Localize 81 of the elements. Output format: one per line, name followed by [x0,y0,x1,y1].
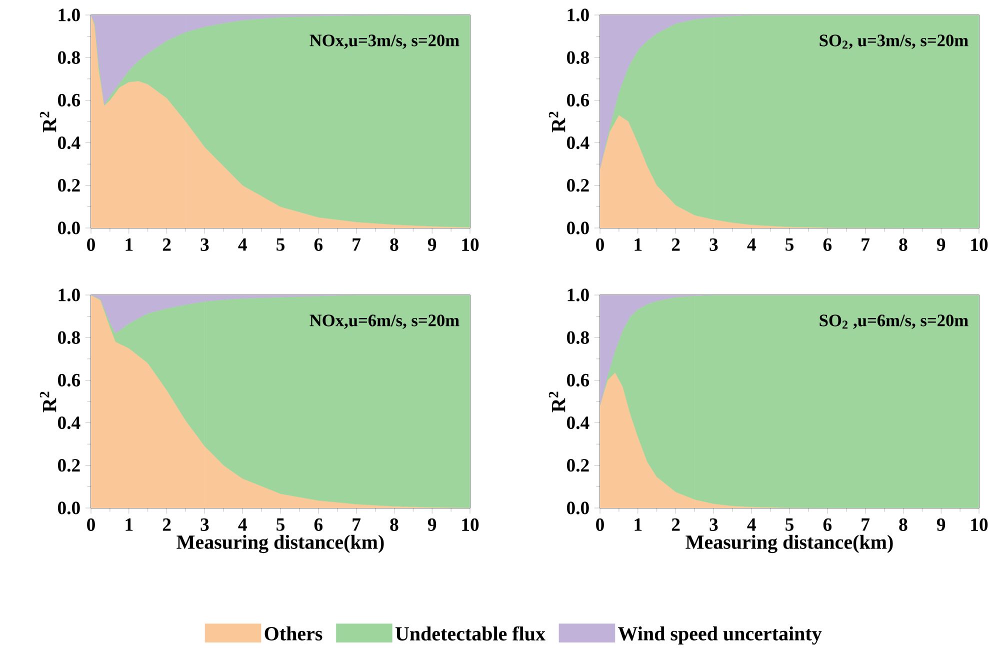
y-tick-label: 0.4 [58,416,80,430]
x-tick-label: 8 [899,238,908,251]
text: SO$_{2}$ ,u=6m/s, s=20m [820,314,968,329]
x-tick-label: 1 [634,518,642,531]
y-tick-label: 0.0 [566,502,589,514]
x-tick-label: 1 [126,518,133,531]
x-tick-label: 6 [314,238,323,251]
x-tick-label: 3 [200,518,209,531]
y-tick-label: 0.4 [566,136,590,150]
y-tick-label: 0.0 [58,502,80,514]
x-tick-label: 3 [200,238,209,251]
x-tick-label: 4 [747,238,756,251]
x-tick-label: 10 [462,238,479,251]
x-tick-label: 5 [786,238,794,251]
y-tick-label: 0.2 [566,459,589,472]
x-tick-label: 10 [971,238,988,251]
y-tick-label: 0.4 [58,136,80,150]
x-tick-label: 0 [596,518,604,532]
text: SO$_{2}$, u=3m/s, s=20m [820,34,968,49]
x-tick-label: 2 [672,518,680,531]
y-tick-label: 1.0 [58,288,80,302]
y-tick-label: 0.6 [566,374,590,387]
y-tick-label: 0.8 [566,51,589,64]
x-tick-label: 8 [390,518,398,532]
y-tick-label: 0.2 [58,179,80,192]
x-tick-label: 4 [238,518,247,531]
x-tick-label: 5 [786,518,794,531]
y-tick-label: 0.6 [58,374,80,387]
y-tick-label: 1.0 [568,8,589,22]
x-tick-label: 3 [710,238,718,251]
x-tick-label: 10 [971,518,988,532]
y-axis-title: R$^{2}$ [548,392,566,412]
x-tick-label: 2 [672,238,680,251]
x-tick-label: 1 [126,238,133,251]
y-axis-title: R$^{2}$ [548,112,566,132]
x-tick-label: 0 [87,238,95,251]
x-tick-label: 6 [823,238,832,251]
x-axis-title: Measuring distance(km) [686,534,893,554]
y-axis-title: R$^{2}$ [40,392,56,412]
x-tick-label: 10 [462,518,479,532]
x-tick-label: 1 [634,238,642,251]
x-tick-label: 9 [428,518,436,531]
x-tick-label: 2 [162,238,171,251]
x-tick-label: 9 [936,518,946,531]
legend-label: Others [264,626,322,640]
text: NOx,u=3m/s, s=20m [310,34,460,49]
y-tick-label: 0.8 [58,331,80,344]
x-axis-title: Measuring distance(km) [176,534,384,554]
x-tick-label: 4 [747,518,756,531]
x-tick-label: 6 [314,518,323,531]
x-tick-label: 0 [87,518,95,532]
x-tick-label: 4 [238,238,247,251]
y-tick-label: 0.2 [566,179,589,192]
x-tick-label: 0 [596,238,604,251]
x-tick-label: 8 [899,518,908,532]
y-tick-label: 1.0 [58,8,80,22]
y-tick-label: 0.8 [566,331,589,344]
x-tick-label: 7 [862,518,870,531]
x-tick-label: 5 [276,518,284,531]
x-tick-label: 2 [162,518,171,531]
legend-label: Wind speed uncertainty [618,626,822,645]
x-tick-label: 6 [823,518,832,531]
x-tick-label: 3 [710,518,718,531]
text: NOx,u=6m/s, s=20m [310,314,460,329]
y-tick-label: 0.6 [58,94,80,107]
y-tick-label: 0.2 [58,459,80,472]
y-tick-label: 0.0 [58,222,80,234]
x-tick-label: 9 [936,238,946,251]
y-tick-label: 0.4 [566,416,590,430]
x-tick-label: 7 [352,518,361,531]
y-tick-label: 0.0 [566,222,589,234]
y-tick-label: 1.0 [568,288,589,302]
x-tick-label: 7 [352,238,361,251]
y-tick-label: 0.6 [566,94,590,107]
y-tick-label: 0.8 [58,51,80,64]
x-tick-label: 5 [276,238,284,251]
x-tick-label: 8 [390,238,398,251]
x-tick-label: 7 [862,238,870,251]
legend-label: Undetectable flux [395,626,546,641]
y-axis-title: R$^{2}$ [40,112,56,132]
x-tick-label: 9 [428,238,436,251]
